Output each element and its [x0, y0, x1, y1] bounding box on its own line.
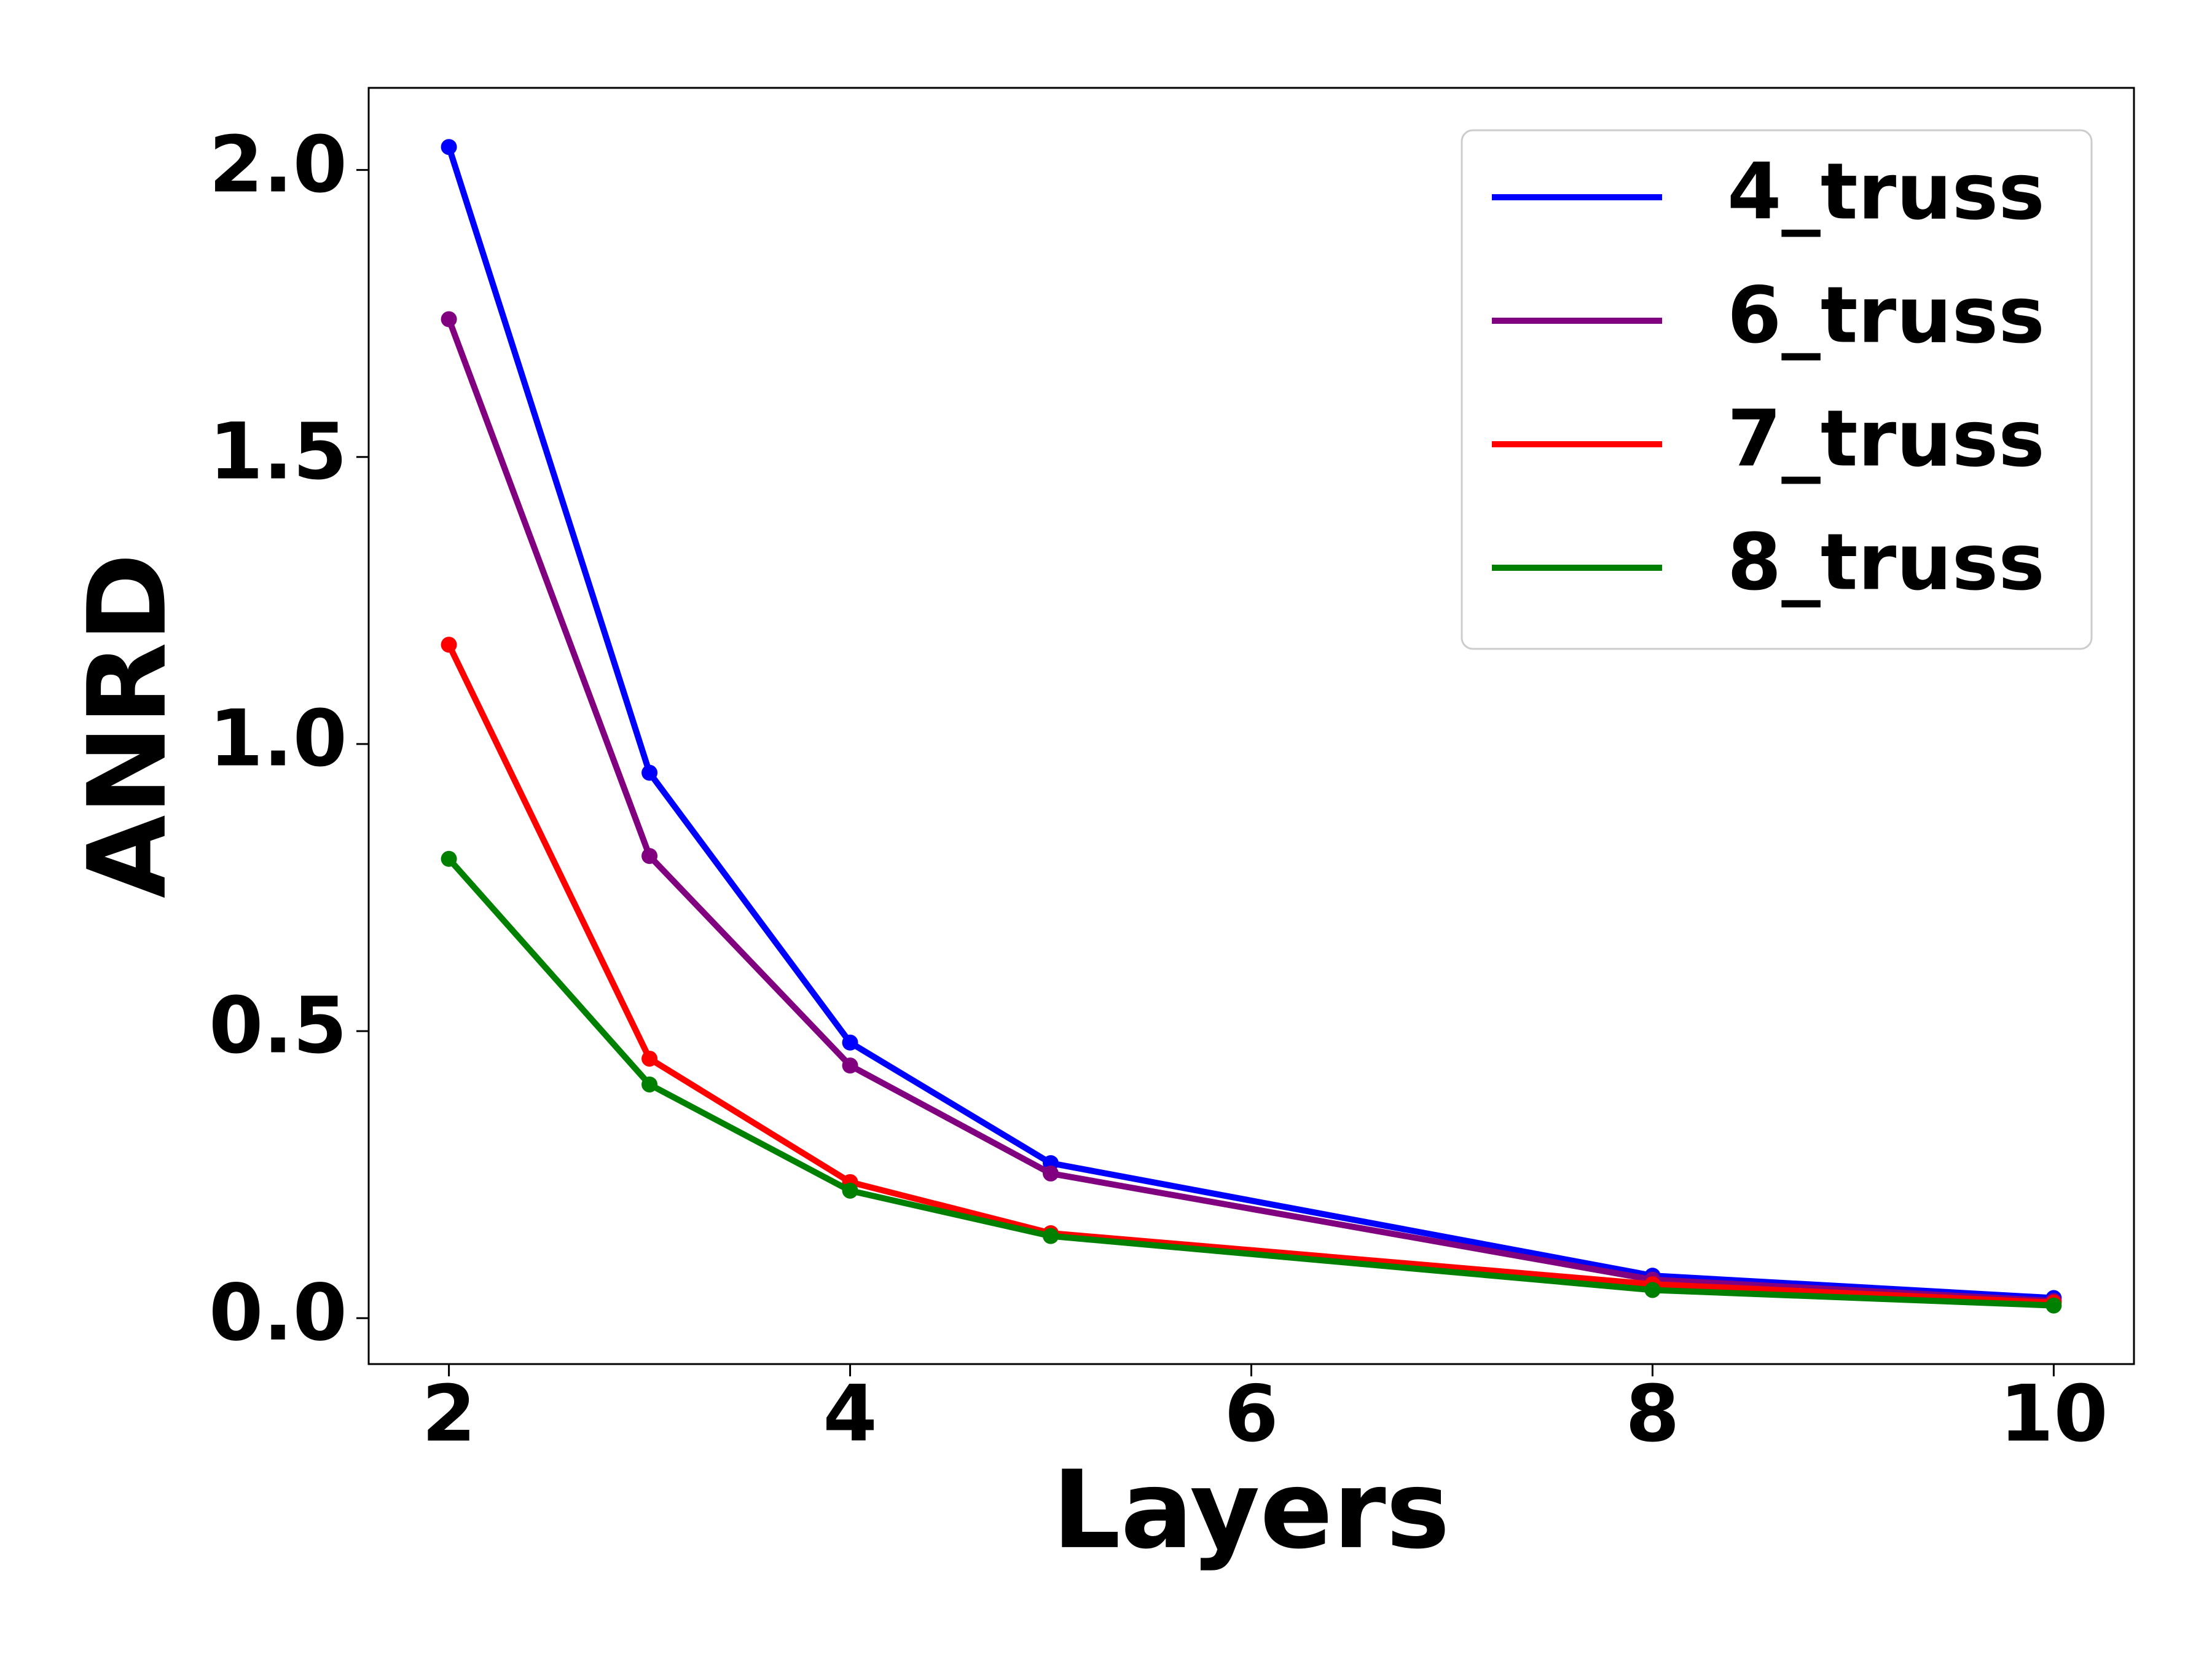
data-point	[641, 764, 658, 781]
data-line	[445, 146, 2054, 1301]
data-line	[446, 643, 2054, 1306]
data-point	[842, 1057, 858, 1074]
x-tick-label: 4	[823, 1368, 877, 1459]
data-point	[641, 1076, 658, 1092]
data-point	[441, 850, 457, 867]
y-tick-label: 1.0	[209, 693, 347, 784]
data-point	[1644, 1282, 1661, 1298]
data-point	[641, 848, 658, 865]
x-tick-label: 8	[1625, 1368, 1679, 1459]
y-tick-label: 0.5	[209, 980, 347, 1071]
legend-label: 7_truss	[1727, 393, 2045, 484]
x-tick-label: 10	[1999, 1368, 2108, 1459]
y-tick-label: 0.0	[209, 1267, 347, 1358]
data-line	[445, 318, 2054, 1304]
legend-label: 4_truss	[1727, 146, 2045, 237]
data-point	[2045, 1297, 2062, 1314]
legend-label: 8_truss	[1727, 517, 2045, 608]
x-tick-label: 6	[1224, 1368, 1278, 1459]
y-tick-label: 2.0	[209, 119, 347, 210]
x-tick-label: 2	[422, 1368, 476, 1459]
data-point	[441, 139, 457, 155]
legend-label: 6_truss	[1727, 270, 2045, 361]
data-point	[441, 311, 457, 327]
data-point	[641, 1050, 658, 1067]
data-point	[842, 1034, 858, 1051]
data-point	[1043, 1165, 1059, 1182]
legend-box	[1461, 129, 2093, 650]
data-point	[842, 1182, 858, 1199]
x-axis-label: Layers	[1052, 1448, 1449, 1573]
data-point	[1043, 1228, 1059, 1244]
y-axis-label: ANRD	[66, 553, 190, 898]
data-line	[446, 857, 2054, 1309]
y-tick-label: 1.5	[209, 406, 347, 496]
data-point	[441, 637, 457, 653]
